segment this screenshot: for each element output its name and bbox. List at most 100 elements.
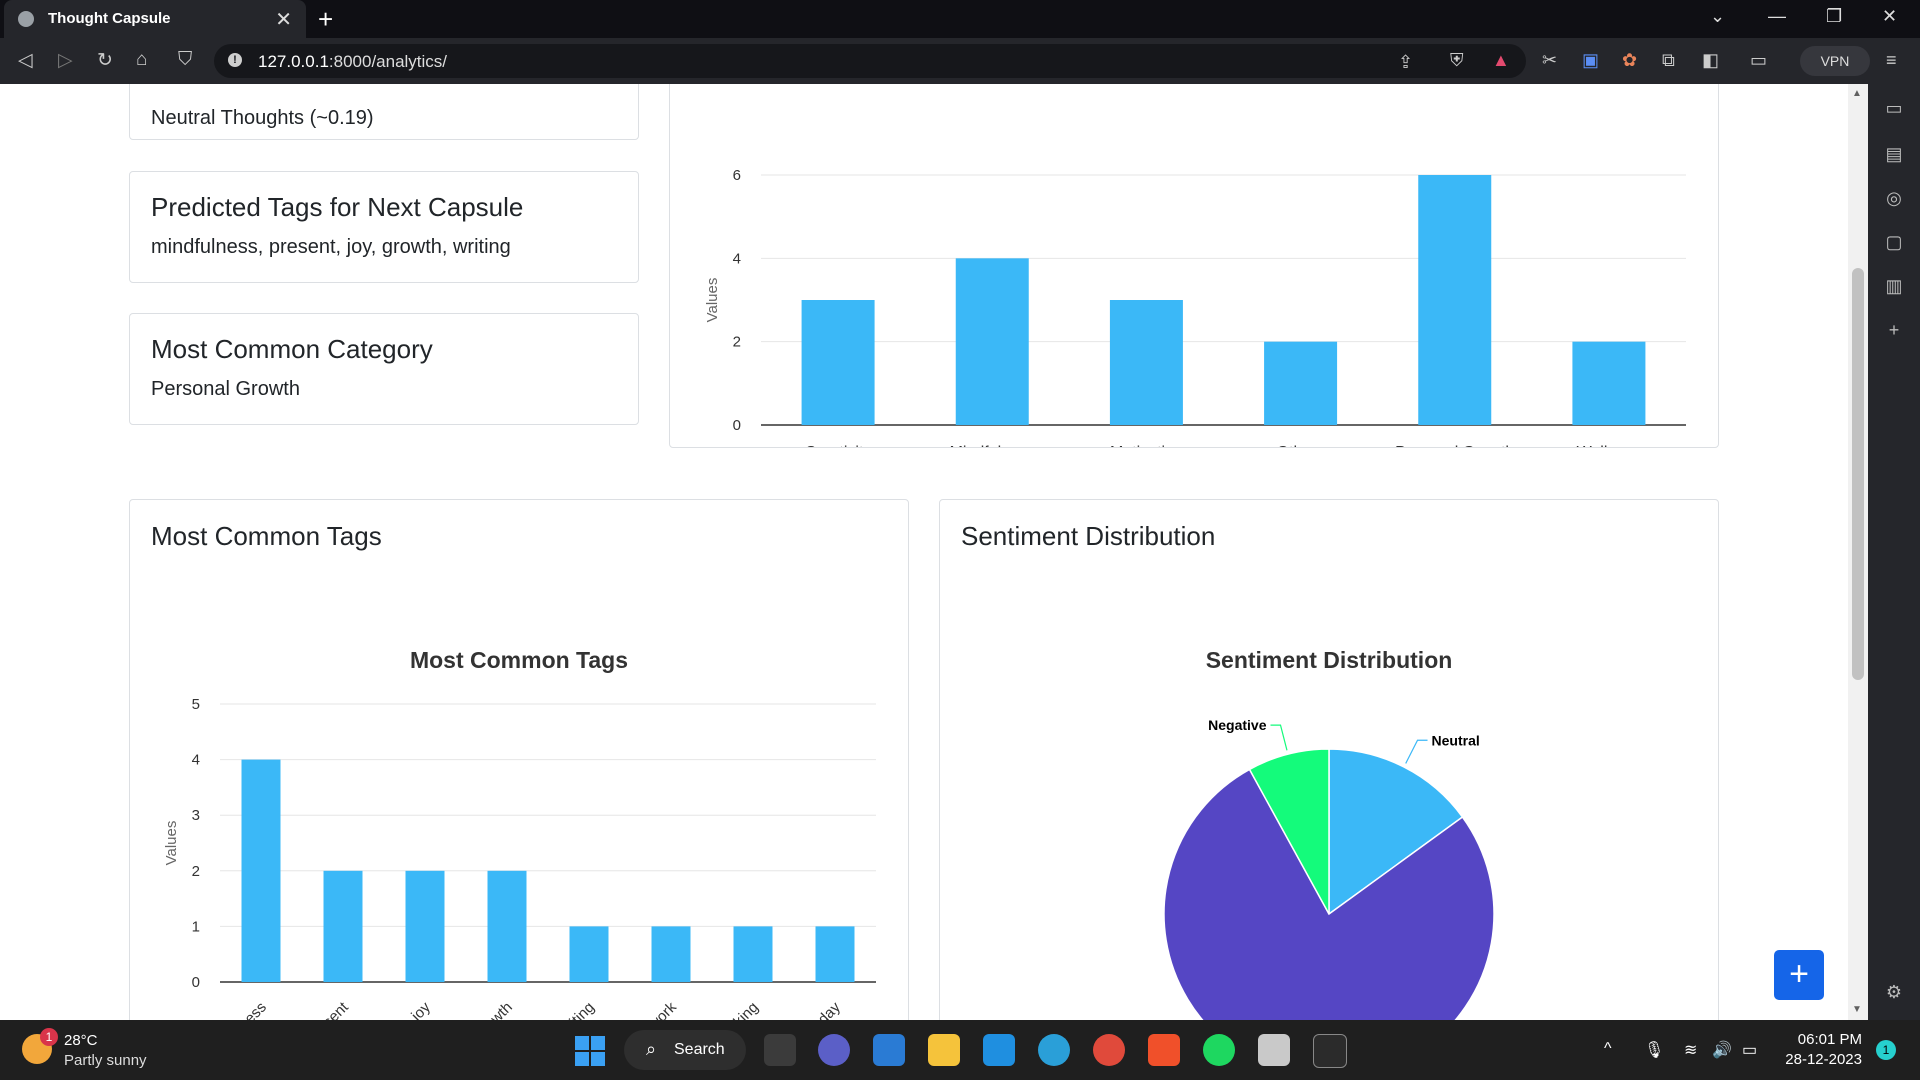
bar-creativity (801, 300, 875, 425)
taskbar-search[interactable]: ⌕ Search (624, 1030, 746, 1070)
help-icon[interactable] (1038, 1034, 1070, 1066)
y-tick-label: 5 (192, 696, 200, 713)
tray-chevron-icon[interactable]: ^ (1604, 1040, 1612, 1057)
bar-others (1264, 341, 1338, 425)
bar-work (651, 926, 691, 982)
bookmark-icon[interactable]: ⛉ (178, 49, 193, 70)
chat-icon[interactable]: ◎ (1886, 188, 1902, 208)
wifi-icon[interactable]: ≋ (1684, 1042, 1698, 1059)
minimize-icon[interactable]: — (1768, 6, 1786, 26)
close-window-icon[interactable]: ✕ (1882, 6, 1898, 26)
volume-icon[interactable]: 🔊 (1712, 1042, 1732, 1059)
site-info-icon[interactable]: ! (228, 53, 242, 67)
categories-chart-card: 0 2 4 6 Values Creativity Mindfulness Motivatio… (669, 84, 1719, 448)
clock-time: 06:01 PM (1797, 1031, 1862, 1048)
categories-chart: 0 2 4 6 Values Creativity Mindfulness Motivatio… (704, 167, 1686, 447)
address-bar[interactable]: ! 127.0.0.1:8000/analytics/ ⇪ (214, 44, 1526, 78)
bookmarks-side-icon[interactable]: ▢ (1885, 232, 1903, 252)
close-tab-icon[interactable]: ✕ (275, 9, 292, 31)
browser-tab-bar: Thought Capsule ✕ + ⌄ — ❐ ✕ (0, 0, 1920, 38)
menu-icon[interactable]: ≡ (1886, 50, 1897, 70)
terminal-icon[interactable] (1313, 1034, 1347, 1068)
microphone-icon[interactable]: 🎙 (1644, 1042, 1665, 1059)
extensions-puzzle-icon[interactable]: ⧉ (1662, 50, 1675, 70)
settings-gear-icon[interactable]: ⚙ (1885, 982, 1903, 1002)
translate-icon[interactable]: ▣ (1582, 50, 1600, 70)
vpn-button[interactable]: VPN (1800, 46, 1870, 76)
predicted-tags-card: Predicted Tags for Next Capsule mindfuln… (129, 171, 639, 283)
scroll-up-icon[interactable]: ▲ (1852, 88, 1862, 99)
new-tab-button[interactable]: + (318, 4, 334, 34)
pie-connector (1270, 724, 1288, 751)
y-tick-label: 1 (192, 918, 200, 935)
x-tick-label: Personal Growth (1395, 444, 1514, 447)
video-icon[interactable]: ▭ (1885, 98, 1903, 118)
search-label: Search (674, 1041, 725, 1058)
brave-shield-icon[interactable]: ⛨ (1450, 50, 1464, 70)
neutral-thoughts-text: Neutral Thoughts (~0.19) (151, 107, 374, 129)
x-tick-label: today (806, 998, 844, 1020)
bar-present (323, 870, 363, 982)
sidebar-toggle-icon[interactable]: ◧ (1702, 50, 1720, 70)
windows-start-icon[interactable] (575, 1036, 605, 1066)
share-icon[interactable]: ⇪ (1398, 52, 1414, 72)
analytics-page: Neutral Thoughts (~0.19) Predicted Tags … (0, 84, 1848, 1020)
bar-motivation (1109, 300, 1183, 425)
tab-search-chevron-icon[interactable]: ⌄ (1710, 6, 1726, 26)
common-category-title: Most Common Category (151, 334, 433, 364)
windows-taskbar: 1 28°C Partly sunny ⌕ Search ^ 🎙 ≋ 🔊 ▭ 0… (0, 1020, 1920, 1080)
url-text[interactable]: 127.0.0.1:8000/analytics/ (258, 52, 448, 71)
bar-unlocking (733, 926, 773, 982)
browser-side-panel: ▭ ▤ ◎ ▢ ▥ + ⚙ (1868, 84, 1920, 1020)
scrollbar-thumb[interactable] (1852, 268, 1864, 680)
scroll-down-icon[interactable]: ▼ (1852, 1004, 1862, 1015)
pie-slice-2 (1248, 748, 1330, 915)
x-tick-label: Creativity (805, 444, 872, 447)
brave-icon[interactable] (1148, 1034, 1180, 1066)
spotify-icon[interactable] (1203, 1034, 1235, 1066)
y-tick-label: 4 (733, 250, 741, 267)
wallet-icon[interactable]: ▭ (1750, 50, 1768, 70)
task-view-icon[interactable] (764, 1034, 796, 1066)
home-icon[interactable]: ⌂ (136, 49, 148, 70)
y-axis-title: Values (704, 278, 721, 323)
add-capsule-button[interactable]: + (1774, 950, 1824, 1000)
weather-badge: 1 (40, 1028, 58, 1046)
wallet-side-icon[interactable]: ▤ (1885, 144, 1903, 164)
myhp-icon[interactable] (983, 1034, 1015, 1066)
browser-tab[interactable]: Thought Capsule ✕ (4, 0, 306, 38)
reload-icon[interactable]: ↻ (97, 50, 113, 71)
extension-icon[interactable]: ✿ (1622, 50, 1638, 70)
brave-rewards-icon[interactable]: ▲ (1492, 50, 1510, 70)
bar-mindfulness (955, 258, 1029, 425)
taskbar-clock[interactable]: 06:01 PM 28-12-2023 (1778, 1030, 1862, 1070)
reading-list-icon[interactable]: ▥ (1885, 276, 1903, 296)
pie-data-label: Neutral (1432, 732, 1480, 748)
file-explorer-icon[interactable] (928, 1034, 960, 1066)
x-tick-label: unlocking (705, 999, 762, 1020)
teams-icon[interactable] (818, 1034, 850, 1066)
page-scrollbar[interactable]: ▲ ▼ (1848, 84, 1868, 1020)
bar-mindfulness (241, 759, 281, 982)
predicted-tags-title: Predicted Tags for Next Capsule (151, 192, 524, 222)
x-tick-label: Wellness (1577, 444, 1642, 447)
snipping-tool-icon[interactable] (1258, 1034, 1290, 1066)
y-tick-label: 0 (733, 417, 741, 434)
back-icon[interactable]: ◁ (18, 50, 33, 71)
x-tick-label: Others (1277, 444, 1325, 447)
notification-count[interactable]: 1 (1876, 1040, 1896, 1060)
add-panel-icon[interactable]: + (1888, 320, 1900, 340)
pie-data-label: Negative (1208, 717, 1267, 733)
tab-title: Thought Capsule (48, 10, 171, 27)
store-icon[interactable] (873, 1034, 905, 1066)
battery-icon[interactable]: ▭ (1742, 1042, 1758, 1059)
restore-icon[interactable]: ❐ (1826, 6, 1843, 26)
cut-icon[interactable]: ✂ (1542, 50, 1558, 70)
weather-text: Partly sunny (64, 1052, 147, 1069)
tags-chart-card: Most Common Tags Most Common Tags 0 1 2 3 4 5 V… (129, 499, 909, 1020)
forward-icon[interactable]: ▷ (58, 50, 73, 71)
y-tick-label: 4 (192, 752, 200, 769)
sentiment-card-title: Sentiment Distribution (961, 521, 1216, 551)
chrome-icon[interactable] (1093, 1034, 1125, 1066)
chart-title: Sentiment Distribution (1206, 647, 1453, 673)
